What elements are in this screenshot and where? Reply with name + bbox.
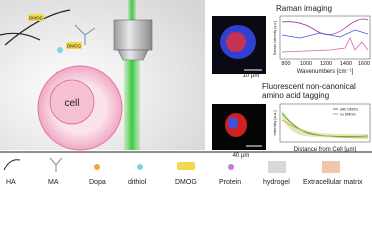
objective xyxy=(113,19,153,51)
fluorescence-nucleus xyxy=(228,117,238,129)
dmog-icon xyxy=(177,162,195,170)
dithiol-icon xyxy=(137,164,143,170)
scale-bar-label: 10 µm xyxy=(243,73,260,79)
raman-plot-frame xyxy=(279,15,371,60)
x-tick-label: 1400 xyxy=(340,61,352,67)
raman-title: Raman imaging xyxy=(276,4,332,13)
spectrum xyxy=(281,18,369,35)
nucleus xyxy=(49,79,95,125)
legend-label: MA xyxy=(48,179,59,186)
x-axis-label: Wavenumbers [cm⁻¹] xyxy=(297,69,354,75)
dmog-tag xyxy=(28,14,44,21)
ma-icon xyxy=(49,157,63,172)
legend-label: HA xyxy=(6,179,16,186)
ma-linker xyxy=(74,24,96,45)
dmog-label: DMOG xyxy=(29,16,43,21)
x-tick-label: 800 xyxy=(281,61,290,67)
fluorescence-title: Fluorescent non-canonical xyxy=(262,82,356,91)
x-tick-label: 1000 xyxy=(300,61,312,67)
legend-label: Extracellular matrix xyxy=(303,179,363,186)
legend-label: with DMOG xyxy=(340,108,358,112)
x-tick-label: 1600 xyxy=(358,61,370,67)
dopa-icon xyxy=(94,164,100,170)
curve xyxy=(281,112,369,137)
legend-label: no DMOG xyxy=(340,113,356,117)
scale-bar-label: 40 µm xyxy=(233,153,250,159)
laser-beam xyxy=(124,60,140,150)
hydrogel-icon xyxy=(268,161,286,173)
curve xyxy=(281,119,369,139)
fluorescence-plot-frame xyxy=(279,103,371,143)
dithiol xyxy=(57,47,63,53)
ha-icon xyxy=(3,159,21,171)
x-axis-label: Distance from Cell [µm] xyxy=(294,147,357,153)
spectrum xyxy=(281,29,369,39)
legend-label: Protein xyxy=(219,179,241,186)
protein-icon xyxy=(228,164,234,170)
y-axis-label: Intensity [a.u.] xyxy=(272,111,277,136)
ha-chain xyxy=(0,32,41,41)
dmog-label: DMOG xyxy=(67,44,81,49)
figure: DMOG DMOG cell HA MA Dopa dithiol DMOG P… xyxy=(0,0,372,186)
fluorescence-title: amino acid tagging xyxy=(262,91,329,100)
spectrum xyxy=(281,37,369,53)
ecm-icon xyxy=(322,161,340,173)
legend-label: DMOG xyxy=(175,179,197,186)
ha-chain xyxy=(4,9,71,46)
legend-label: dithiol xyxy=(128,179,147,186)
legend-label: hydrogel xyxy=(263,179,290,186)
legend-label: Dopa xyxy=(89,179,106,186)
raman-core xyxy=(226,32,246,52)
dmog-tag xyxy=(66,42,82,49)
laser-beam-top xyxy=(128,0,136,20)
y-axis-label: Raman Intensity [a.u.] xyxy=(273,21,277,55)
x-tick-label: 1200 xyxy=(320,61,332,67)
cell-label: cell xyxy=(64,98,79,109)
objective-tip xyxy=(117,49,149,61)
